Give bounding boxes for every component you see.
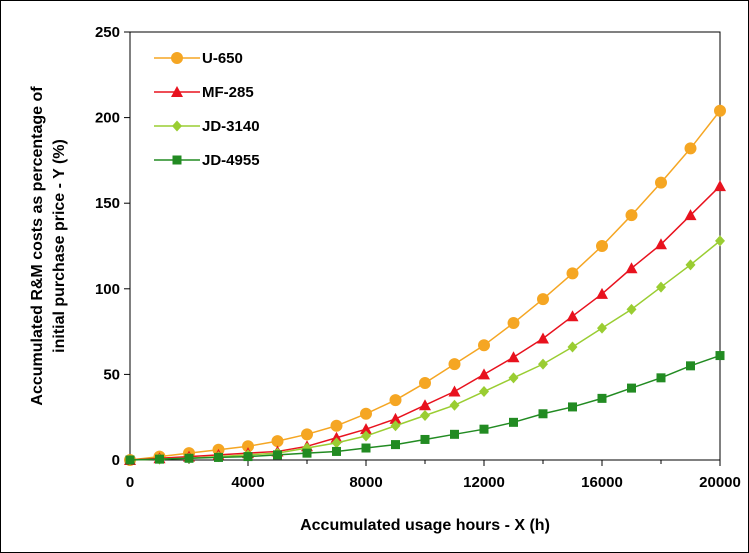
data-point-mf-285: [419, 399, 431, 411]
data-point-mf-285: [389, 412, 402, 424]
data-point-jd-4955: [627, 383, 636, 393]
legend-label-jd-3140: JD-3140: [202, 118, 260, 135]
legend-marker-mf-285: [171, 86, 183, 97]
data-point-jd-3140: [361, 430, 371, 442]
x-tick-label: 4000: [231, 474, 264, 491]
data-point-jd-4955: [509, 417, 518, 427]
data-point-u-650: [714, 104, 726, 117]
data-point-jd-4955: [391, 440, 400, 450]
data-point-jd-4955: [184, 453, 194, 463]
data-point-jd-4955: [125, 455, 135, 465]
data-point-mf-285: [448, 385, 461, 397]
y-axis-title-line-1: Accumulated R&M costs as percentage of: [29, 86, 46, 406]
data-point-u-650: [448, 358, 461, 371]
data-point-u-650: [566, 267, 579, 280]
legend-label-mf-285: MF-285: [202, 84, 254, 101]
data-point-mf-285: [507, 351, 520, 363]
data-point-u-650: [301, 428, 313, 441]
legend-label-jd-4955: JD-4955: [202, 152, 260, 169]
data-point-jd-3140: [479, 386, 489, 398]
data-point-u-650: [389, 394, 402, 407]
data-point-u-650: [478, 339, 490, 352]
data-point-jd-3140: [567, 341, 578, 353]
legend-marker-jd-4955: [172, 155, 182, 165]
data-point-u-650: [419, 376, 431, 389]
data-point-u-650: [655, 176, 667, 189]
data-point-u-650: [684, 142, 697, 155]
data-point-jd-4955: [420, 434, 430, 444]
legend: U-650 MF-285 JD-3140 JD-4955: [154, 50, 260, 169]
x-tick-label: 20000: [699, 474, 741, 491]
data-point-jd-4955: [273, 450, 282, 460]
data-point-u-650: [507, 317, 520, 330]
y-axis-title-line-2: initial purchase price - Y (%): [51, 139, 68, 353]
data-point-jd-3140: [685, 259, 696, 271]
data-point-jd-3140: [508, 372, 519, 384]
y-tick-label: 50: [103, 366, 120, 383]
data-point-mf-285: [537, 332, 549, 344]
data-point-jd-3140: [390, 420, 401, 432]
data-point-jd-3140: [538, 358, 548, 370]
data-point-mf-285: [684, 209, 697, 221]
data-point-jd-4955: [214, 452, 223, 462]
data-point-jd-4955: [715, 351, 725, 361]
y-tick-label: 150: [95, 195, 120, 212]
x-tick-label: 12000: [463, 474, 505, 491]
data-point-u-650: [271, 435, 284, 448]
data-point-mf-285: [566, 310, 579, 322]
x-tick-label: 16000: [581, 474, 623, 491]
data-point-u-650: [537, 293, 549, 306]
legend-label-u-650: U-650: [202, 50, 243, 67]
data-point-jd-3140: [331, 437, 342, 449]
data-point-u-650: [625, 209, 638, 222]
data-point-mf-285: [655, 238, 667, 250]
data-point-jd-4955: [302, 448, 312, 458]
data-point-jd-4955: [361, 443, 371, 453]
data-point-jd-4955: [243, 452, 253, 462]
data-point-mf-285: [330, 431, 343, 443]
data-point-mf-285: [625, 262, 638, 274]
data-point-u-650: [330, 419, 343, 432]
y-tick-label: 250: [95, 24, 120, 41]
data-point-mf-285: [360, 423, 372, 435]
data-point-mf-285: [478, 368, 490, 380]
data-point-jd-3140: [597, 322, 607, 334]
x-tick-label: 0: [126, 474, 134, 491]
data-point-jd-4955: [656, 373, 666, 383]
data-point-mf-285: [596, 287, 608, 299]
data-point-mf-285: [714, 180, 726, 192]
legend-marker-jd-3140: [172, 120, 182, 132]
data-point-u-650: [596, 240, 608, 252]
data-point-jd-3140: [626, 303, 637, 315]
data-point-jd-4955: [538, 409, 548, 419]
data-point-u-650: [360, 407, 372, 420]
data-point-jd-3140: [449, 399, 460, 411]
data-point-jd-3140: [420, 409, 430, 421]
data-point-jd-4955: [568, 402, 577, 412]
data-point-jd-4955: [479, 424, 489, 434]
y-tick-label: 100: [95, 281, 120, 298]
data-point-jd-4955: [332, 446, 341, 456]
y-tick-label: 0: [112, 452, 120, 469]
data-point-jd-3140: [656, 281, 666, 293]
legend-marker-u-650: [171, 52, 183, 64]
y-tick-label: 200: [95, 110, 120, 127]
x-tick-label: 8000: [349, 474, 382, 491]
data-point-jd-4955: [686, 361, 695, 371]
data-point-jd-4955: [155, 454, 164, 464]
data-point-jd-4955: [450, 429, 459, 439]
data-point-jd-3140: [715, 235, 725, 247]
x-axis-title: Accumulated usage hours - X (h): [300, 517, 550, 534]
data-point-jd-4955: [597, 393, 607, 403]
